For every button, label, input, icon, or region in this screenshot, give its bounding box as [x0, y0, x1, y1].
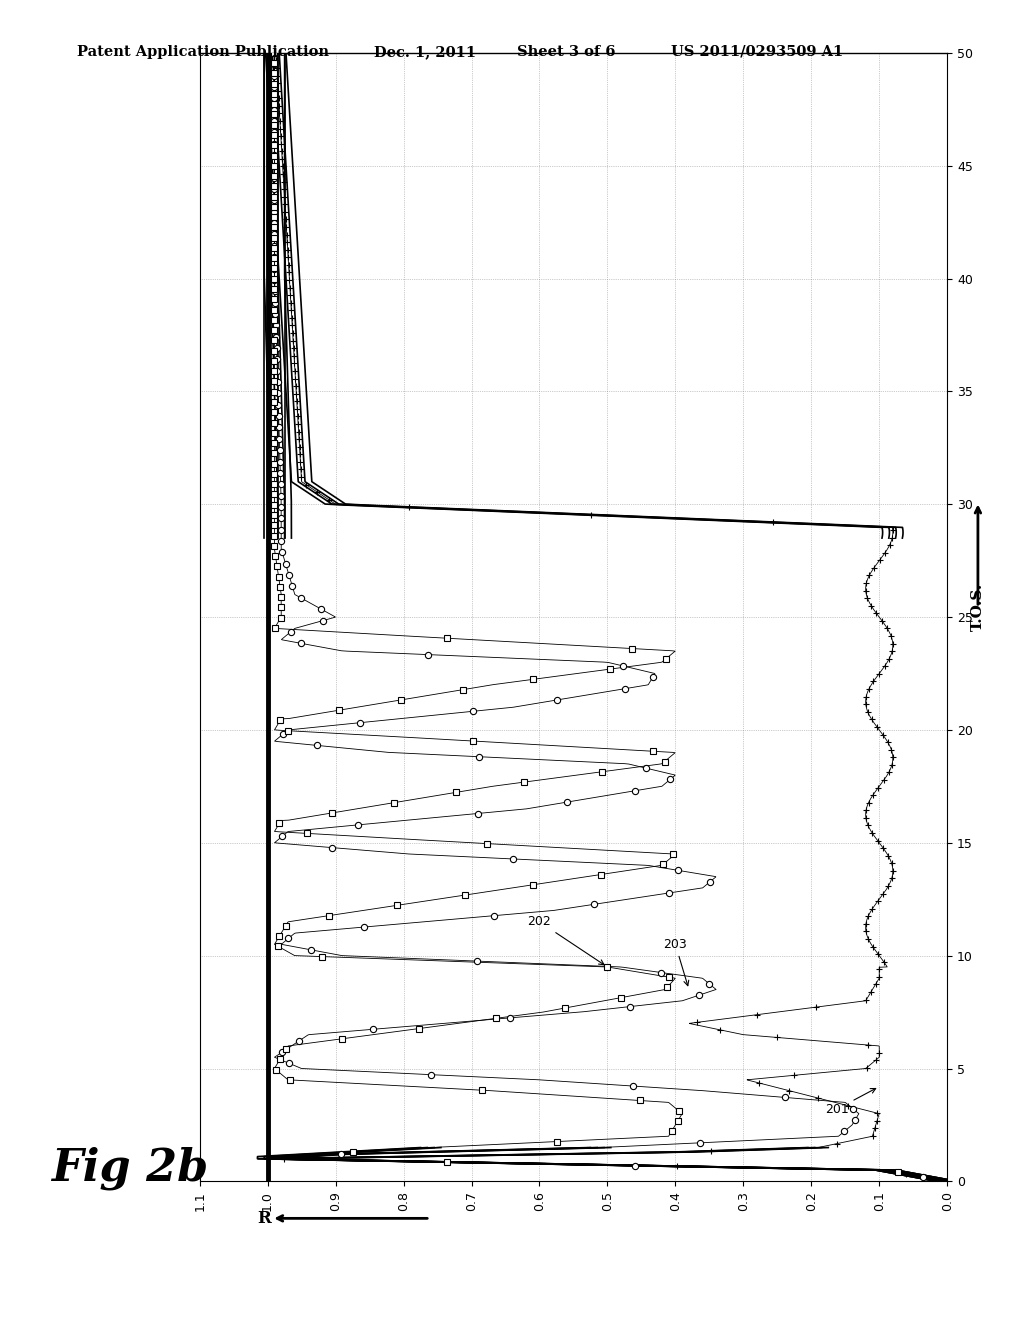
- Text: 202: 202: [527, 915, 604, 965]
- Text: 203: 203: [664, 939, 689, 986]
- Text: T.O.S.: T.O.S.: [971, 583, 985, 631]
- Text: US 2011/0293509 A1: US 2011/0293509 A1: [671, 45, 843, 59]
- Text: Fig 2b: Fig 2b: [51, 1147, 209, 1189]
- Text: Patent Application Publication: Patent Application Publication: [77, 45, 329, 59]
- Text: R: R: [258, 1210, 271, 1226]
- Text: Dec. 1, 2011: Dec. 1, 2011: [374, 45, 476, 59]
- Text: 201: 201: [825, 1089, 876, 1115]
- Text: Sheet 3 of 6: Sheet 3 of 6: [517, 45, 615, 59]
